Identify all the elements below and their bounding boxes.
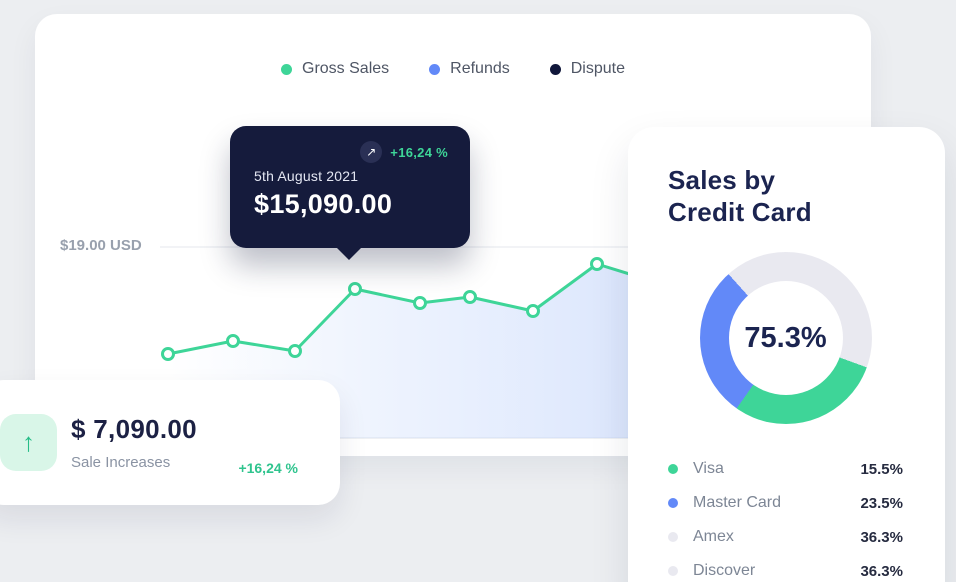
amex-dot-icon [668,532,678,543]
sales-card-title: Sales by Credit Card [668,165,812,227]
arrow-up-icon: ↑ [0,414,57,471]
row-label: Master Card [693,494,782,512]
legend-label: Gross Sales [302,60,390,77]
master-card-dot-icon [668,498,678,509]
legend-row-visa[interactable]: Visa 15.5% [668,452,903,486]
legend-row-discover[interactable]: Discover 36.3% [668,554,903,582]
dispute-dot-icon [549,63,561,75]
stats-delta: +16,24 % [238,460,298,476]
tooltip-badge: ↗ +16,24 % [254,141,448,163]
donut-hole: 75.3% [728,281,843,396]
legend-item-gross-sales[interactable]: Gross Sales [281,60,389,78]
row-value: 23.5% [860,494,903,512]
credit-card-legend: Visa 15.5% Master Card 23.5% Amex 36.3% … [668,452,903,582]
row-value: 15.5% [860,460,903,478]
sale-increase-card: ↑ $ 7,090.00 Sale Increases +16,24 % [0,380,340,505]
visa-dot-icon [668,464,678,475]
tooltip-delta: +16,24 % [390,144,448,160]
discover-dot-icon [668,566,678,577]
legend-item-dispute[interactable]: Dispute [549,60,625,78]
legend-row-master-card[interactable]: Master Card 23.5% [668,486,903,520]
row-value: 36.3% [860,562,903,580]
chart-legend: Gross Sales Refunds Dispute [35,60,871,78]
legend-item-refunds[interactable]: Refunds [429,60,510,78]
stats-value: $ 7,090.00 [71,414,197,444]
stats-text: $ 7,090.00 Sale Increases [71,414,197,471]
gross-sales-dot-icon [281,63,292,75]
y-axis-label: $19.00 USD [60,237,142,254]
stats-label: Sale Increases [71,454,171,471]
row-label: Visa [693,460,724,478]
sales-points[interactable] [161,257,656,361]
chart-tooltip: ↗ +16,24 % 5th August 2021 $15,090.00 [230,126,470,260]
legend-label: Dispute [570,60,625,77]
sales-by-credit-card-card: Sales by Credit Card 75.3% Visa 15.5% Ma… [628,127,945,582]
legend-row-amex[interactable]: Amex 36.3% [668,520,903,554]
donut-center-value: 75.3% [744,321,827,354]
donut-chart-wrap: 75.3% [699,252,872,425]
row-label: Discover [693,562,756,580]
row-label: Amex [693,528,734,546]
row-value: 36.3% [860,528,903,546]
refunds-dot-icon [429,63,441,75]
legend-label: Refunds [450,60,510,77]
tooltip-date: 5th August 2021 [254,168,359,184]
tooltip-value: $15,090.00 [254,189,393,219]
arrow-up-right-icon: ↗ [360,141,383,163]
